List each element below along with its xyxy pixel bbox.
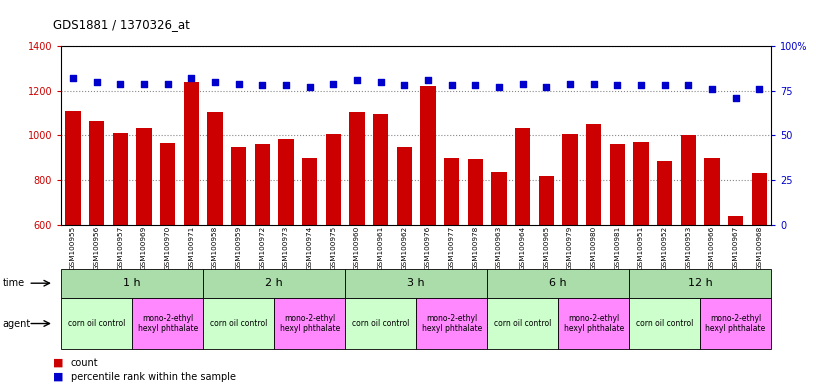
Text: corn oil control: corn oil control [352,319,410,328]
Point [421,77,434,83]
Text: count: count [71,358,99,368]
Point [492,84,505,90]
Bar [752,173,767,225]
Point [208,79,221,85]
Bar [160,143,175,225]
Point [563,81,576,87]
Point [634,82,647,88]
Point [752,86,765,92]
Text: mono-2-ethyl
hexyl phthalate: mono-2-ethyl hexyl phthalate [422,314,481,333]
Point [445,82,458,88]
Point [113,81,127,87]
Text: 3 h: 3 h [407,278,425,288]
Bar [373,114,388,225]
Text: mono-2-ethyl
hexyl phthalate: mono-2-ethyl hexyl phthalate [280,314,339,333]
Bar [302,158,317,225]
Text: mono-2-ethyl
hexyl phthalate: mono-2-ethyl hexyl phthalate [706,314,765,333]
Point [587,81,600,87]
Point [279,82,292,88]
Text: GDS1881 / 1370326_at: GDS1881 / 1370326_at [53,18,190,31]
Point [539,84,552,90]
Bar [704,158,720,225]
Point [705,86,718,92]
Bar [491,172,507,225]
Bar [586,124,601,225]
Bar [397,147,412,225]
Text: mono-2-ethyl
hexyl phthalate: mono-2-ethyl hexyl phthalate [138,314,197,333]
Bar [136,127,152,225]
Point [66,75,80,81]
Text: corn oil control: corn oil control [68,319,126,328]
Point [326,81,339,87]
Bar [633,142,649,225]
Point [516,81,529,87]
Text: corn oil control: corn oil control [636,319,694,328]
Point [468,82,481,88]
Text: ■: ■ [53,372,64,382]
Bar [278,139,294,225]
Point [232,81,245,87]
Text: corn oil control: corn oil control [494,319,552,328]
Text: 6 h: 6 h [549,278,567,288]
Bar [420,86,436,225]
Text: time: time [2,278,24,288]
Text: percentile rank within the sample: percentile rank within the sample [71,372,236,382]
Bar [231,147,246,225]
Bar [562,134,578,225]
Text: mono-2-ethyl
hexyl phthalate: mono-2-ethyl hexyl phthalate [564,314,623,333]
Bar [349,112,365,225]
Text: ■: ■ [53,358,64,368]
Bar [255,144,270,225]
Bar [184,82,199,225]
Bar [207,112,223,225]
Point [681,82,694,88]
Bar [65,111,81,225]
Point [610,82,623,88]
Bar [113,133,128,225]
Point [350,77,363,83]
Point [161,81,174,87]
Point [255,82,268,88]
Point [397,82,410,88]
Bar [515,127,530,225]
Bar [468,159,483,225]
Bar [728,216,743,225]
Point [137,81,150,87]
Text: corn oil control: corn oil control [210,319,268,328]
Bar [444,158,459,225]
Point [90,79,103,85]
Text: agent: agent [2,318,31,329]
Point [303,84,316,90]
Text: 1 h: 1 h [123,278,141,288]
Bar [610,144,625,225]
Text: 2 h: 2 h [265,278,283,288]
Point [374,79,387,85]
Bar [326,134,341,225]
Bar [657,161,672,225]
Text: 12 h: 12 h [688,278,712,288]
Bar [681,136,696,225]
Bar [539,175,554,225]
Point [729,95,742,101]
Point [658,82,671,88]
Point [184,75,197,81]
Bar [89,121,104,225]
